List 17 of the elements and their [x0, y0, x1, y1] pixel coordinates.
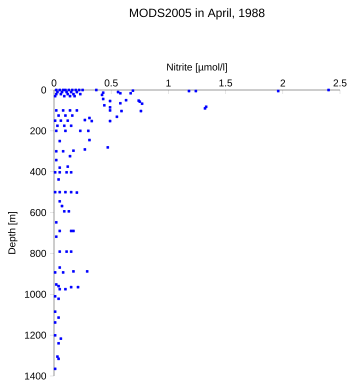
y-tick-label: 0 [41, 86, 46, 94]
y-tick-label: 800 [30, 250, 46, 257]
x-tick-label: 2.5 [334, 79, 347, 86]
y-tick-label: 1200 [25, 332, 46, 339]
x-tick-label: 0 [52, 79, 56, 86]
x-tick-label: 0.5 [104, 79, 118, 86]
y-tick-label: 1400 [25, 372, 46, 380]
y-tick-label: 200 [30, 127, 46, 134]
x-tick-label: 1.5 [219, 80, 232, 86]
chart-title: MODS2005 in April, 1988 [130, 8, 264, 20]
y-tick-label: 600 [30, 209, 46, 216]
x-tick-label: 1 [166, 80, 171, 86]
y-tick-label: 1000 [25, 290, 46, 298]
y-axis-title: Depth [m] [8, 212, 18, 254]
x-axis-title: Nitrite [µmol/l] [167, 63, 227, 73]
y-tick-label: 400 [30, 168, 46, 176]
x-tick-label: 2 [280, 80, 286, 86]
